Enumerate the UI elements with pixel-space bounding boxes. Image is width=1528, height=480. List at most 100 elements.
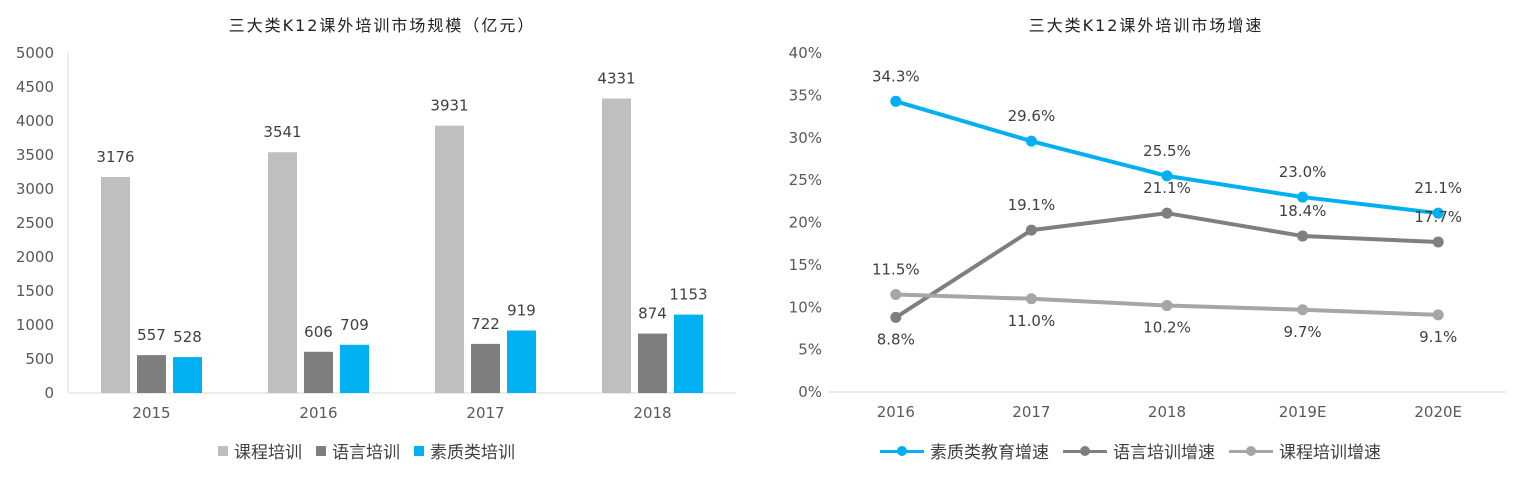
series-point (1025, 293, 1037, 305)
bar-value-label: 606 (304, 323, 333, 341)
legend-swatch-quality-growth (880, 444, 924, 458)
bar-value-label: 709 (340, 316, 369, 334)
x-tick-label: 2016 (877, 403, 915, 421)
bar (507, 330, 536, 393)
y-tick-label: 500 (25, 350, 54, 368)
legend-label-course-growth: 课程培训增速 (1279, 443, 1381, 463)
y-tick-label: 10% (789, 298, 822, 316)
bar (137, 355, 166, 393)
bar (173, 357, 202, 393)
legend-swatch-course (218, 445, 228, 456)
y-tick-label: 1500 (16, 282, 54, 300)
y-tick-label: 5000 (16, 44, 54, 62)
bar (435, 125, 464, 393)
legend-item-course: 课程培训 (218, 438, 302, 463)
series-point (1025, 135, 1037, 147)
y-tick-label: 5% (798, 341, 822, 359)
legend-item-course-growth: 课程培训增速 (1229, 438, 1381, 463)
point-value-label: 11.5% (872, 261, 920, 279)
series-point (1432, 309, 1444, 321)
legend-swatch-course-growth (1229, 444, 1273, 458)
y-tick-label: 30% (789, 129, 822, 147)
y-tick-label: 35% (789, 86, 822, 104)
point-value-label: 34.3% (872, 67, 920, 85)
bar-value-label: 3931 (430, 97, 468, 115)
bar-value-label: 722 (471, 315, 500, 333)
x-tick-label: 2019E (1279, 403, 1327, 421)
bar-value-label: 919 (507, 302, 536, 320)
bar (471, 343, 500, 393)
series-point (1161, 170, 1173, 182)
legend-item-language-growth: 语言培训增速 (1063, 438, 1215, 463)
point-value-label: 19.1% (1008, 196, 1056, 214)
series-point (1297, 230, 1309, 242)
growth-rate-legend: 素质类教育增速 语言培训增速 课程培训增速 (880, 438, 1381, 463)
bar (602, 98, 631, 393)
growth-rate-line-chart: 0% 5% 10% 15% 20% 25% 30% 35% 40% 2016 2017 2018 201… (789, 44, 1506, 421)
point-value-label: 21.1% (1414, 179, 1462, 197)
point-value-label: 17.7% (1414, 208, 1462, 226)
bar-value-label: 4331 (597, 69, 635, 87)
series-point (1297, 191, 1309, 203)
market-size-chart-panel: 三大类K12课外培训市场规模（亿元） 0 500 1000 1500 2000 2500 3… (16, 16, 736, 463)
series-point (1161, 207, 1173, 219)
y-tick-label: 3500 (16, 146, 54, 164)
legend-label-course: 课程培训 (234, 443, 302, 463)
y-tick-label: 4500 (16, 78, 54, 96)
y-tick-label: 15% (789, 256, 822, 274)
point-value-label: 23.0% (1279, 163, 1327, 181)
y-tick-label: 0% (798, 383, 822, 401)
point-value-label: 25.5% (1143, 142, 1191, 160)
legend-swatch-quality (414, 445, 424, 456)
bar-value-label: 1153 (669, 286, 707, 304)
point-value-label: 9.7% (1284, 323, 1322, 341)
series-point (1025, 224, 1037, 236)
bar-value-label: 557 (137, 326, 166, 344)
bar-value-label: 3176 (96, 148, 134, 166)
x-tick-label: 2020E (1414, 403, 1462, 421)
legend-item-language: 语言培训 (316, 438, 400, 463)
y-tick-label: 3000 (16, 180, 54, 198)
legend-label-language-growth: 语言培训增速 (1113, 443, 1215, 463)
series-point (1297, 304, 1309, 316)
growth-rate-chart-title: 三大类K12课外培训市场增速 (1028, 16, 1264, 35)
y-tick-label: 2500 (16, 214, 54, 232)
x-tick-label: 2016 (299, 404, 337, 422)
legend-swatch-language (316, 445, 326, 456)
bar (268, 152, 297, 393)
y-tick-label: 40% (789, 44, 822, 62)
x-tick-label: 2018 (633, 404, 671, 422)
y-tick-label: 4000 (16, 112, 54, 130)
y-tick-label: 25% (789, 171, 822, 189)
legend-label-quality: 素质类培训 (430, 443, 515, 463)
growth-rate-chart-panel: 三大类K12课外培训市场增速 0% 5% 10% 15% 20% 25% 30% 35% 40%… (764, 0, 1528, 480)
bar (674, 314, 703, 393)
bar (340, 344, 369, 393)
legend-item-quality-growth: 素质类教育增速 (880, 438, 1049, 463)
point-value-label: 10.2% (1143, 319, 1191, 337)
point-value-label: 9.1% (1419, 328, 1457, 346)
series-point (1432, 207, 1444, 219)
market-size-chart-title: 三大类K12课外培训市场规模（亿元） (228, 16, 536, 35)
x-tick-label: 2017 (1012, 403, 1050, 421)
y-tick-label: 0 (44, 384, 54, 402)
bar (101, 177, 130, 393)
y-tick-label: 2000 (16, 248, 54, 266)
bar-value-label: 528 (173, 328, 202, 346)
series-point (890, 289, 902, 301)
bar (638, 333, 667, 393)
point-value-label: 29.6% (1008, 107, 1056, 125)
x-tick-label: 2015 (132, 404, 170, 422)
legend-label-quality-growth: 素质类教育增速 (930, 443, 1049, 463)
x-tick-label: 2017 (466, 404, 504, 422)
series-point (1161, 300, 1173, 312)
market-size-bar-chart: 0 500 1000 1500 2000 2500 3000 3500 4000 4500 5000… (16, 44, 736, 422)
point-value-label: 21.1% (1143, 179, 1191, 197)
point-value-label: 11.0% (1008, 312, 1056, 330)
bar (304, 351, 333, 393)
point-value-label: 18.4% (1279, 202, 1327, 220)
market-size-legend: 课程培训 语言培训 素质类培训 (218, 438, 515, 463)
y-tick-label: 20% (789, 214, 822, 232)
x-tick-label: 2018 (1148, 403, 1186, 421)
series-point (890, 95, 902, 107)
